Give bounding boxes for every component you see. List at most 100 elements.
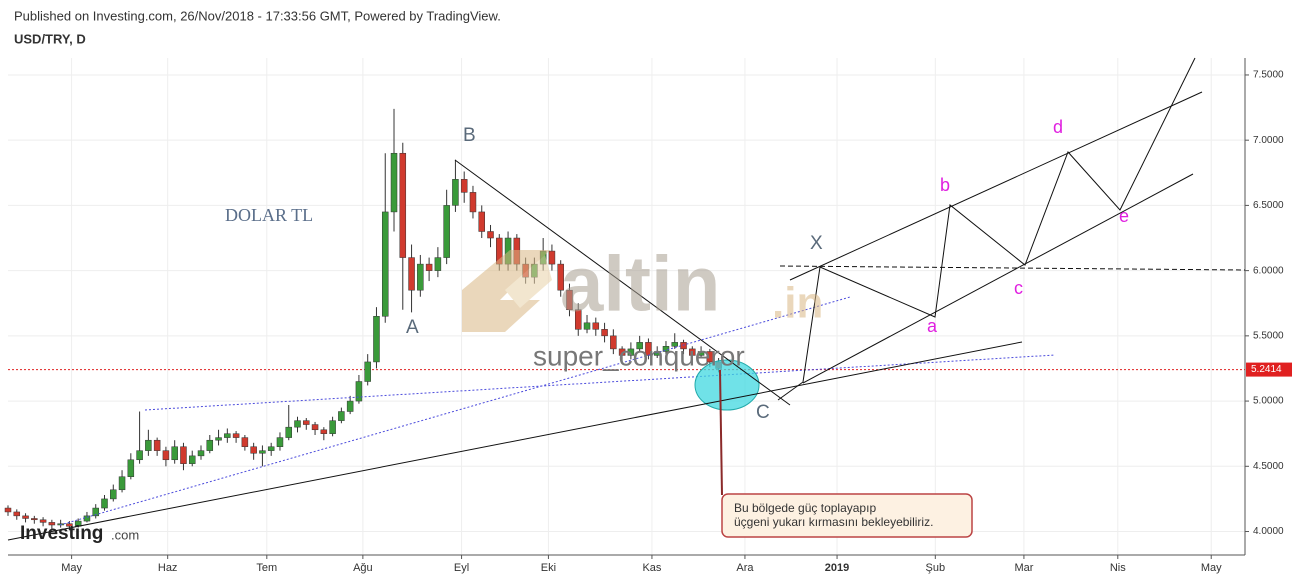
- candle-body: [92, 507, 99, 517]
- trendline: [454, 159, 791, 406]
- dotted-trendline: [59, 296, 851, 526]
- highlight-zone: [694, 359, 760, 411]
- candle-body: [460, 179, 468, 193]
- x-tick-label: Haz: [158, 562, 178, 574]
- candle-body: [574, 309, 582, 330]
- candle-body: [171, 446, 178, 461]
- channel-line: [789, 91, 1203, 281]
- candle-body: [83, 515, 91, 522]
- y-tick-label: 7.0000: [1253, 135, 1284, 146]
- x-tick-label: May: [61, 562, 82, 574]
- candle-body: [320, 429, 328, 434]
- candle-body: [610, 335, 617, 350]
- callout-pointer: [719, 369, 723, 496]
- candles: [4, 108, 722, 531]
- candle-body: [548, 250, 556, 265]
- candle-body: [180, 446, 187, 464]
- candle-body: [48, 522, 56, 526]
- candle-body: [267, 446, 275, 451]
- candle-body: [627, 348, 635, 356]
- watermark-icon: [505, 255, 552, 308]
- x-tick-label: May: [1201, 562, 1222, 574]
- candle-body: [101, 498, 108, 509]
- last-price-label: 5.2414: [1251, 364, 1282, 375]
- x-tick-label: 2019: [825, 562, 849, 574]
- candle-body: [478, 211, 485, 232]
- candle-body: [390, 152, 398, 213]
- candle-body: [31, 518, 38, 521]
- candle-body: [364, 361, 371, 382]
- candle-body: [232, 433, 240, 438]
- annotation: DOLAR TL: [225, 205, 313, 225]
- x-tick-label: Eyl: [454, 562, 469, 574]
- candle-body: [241, 437, 249, 447]
- candle-body: [346, 400, 354, 412]
- y-tick-label: 6.0000: [1253, 265, 1284, 276]
- candle-body: [136, 450, 143, 461]
- candle-body: [311, 424, 319, 431]
- wave-path: [802, 57, 1196, 383]
- candle-body: [250, 446, 257, 454]
- candle-body: [583, 322, 591, 330]
- channel-line: [802, 173, 1194, 384]
- candle-body: [110, 489, 117, 500]
- candle-body: [294, 420, 301, 428]
- candle-body: [671, 342, 679, 347]
- candle-body: [355, 381, 363, 402]
- x-tick-label: Nis: [1110, 562, 1126, 574]
- watermark-text: altin: [560, 240, 720, 328]
- candle-body: [66, 523, 73, 527]
- trendline: [777, 381, 804, 401]
- callout-text: üçgeni yukarı kırmasını bekleyebiliriz.: [734, 515, 933, 529]
- x-tick-label: Ara: [736, 562, 754, 574]
- x-tick-label: Eki: [541, 562, 556, 574]
- candle-body: [443, 205, 450, 258]
- annotation: X: [810, 233, 823, 254]
- candle-body: [13, 511, 21, 517]
- candle-body: [566, 289, 573, 311]
- candle-body: [338, 411, 345, 421]
- logo: Investing: [20, 523, 103, 544]
- x-tick-label: Kas: [642, 562, 661, 574]
- annotations: DOLAR TL A B C Xa b c d e: [225, 117, 1129, 423]
- x-tick-label: Mar: [1014, 562, 1033, 574]
- annotation: b: [940, 175, 950, 195]
- published-note: Published on Investing.com, 26/Nov/2018 …: [14, 8, 501, 23]
- candle-body: [408, 257, 415, 291]
- candle-body: [206, 439, 214, 451]
- annotation: d: [1053, 117, 1063, 137]
- grid: May Haz Tem Ağu Eyl Eki Kas Ara 2019 Şub Mar Nis May…: [8, 58, 1292, 574]
- y-tick-label: 5.5000: [1253, 330, 1284, 341]
- candle-body: [303, 420, 310, 425]
- annotation: A: [406, 317, 419, 338]
- annotation: e: [1119, 206, 1129, 226]
- candle-body: [22, 515, 29, 519]
- candle-body: [452, 179, 459, 206]
- candle-body: [215, 437, 222, 441]
- candle-body: [276, 437, 284, 447]
- candle-body: [197, 450, 205, 457]
- candle-body: [4, 507, 12, 513]
- y-tick-label: 4.5000: [1253, 461, 1284, 472]
- last-price-tag: [1246, 362, 1292, 377]
- logo: .com: [111, 527, 139, 542]
- symbol: USD/TRY, D: [14, 31, 86, 46]
- candle-body: [285, 426, 292, 438]
- candle-body: [118, 476, 126, 491]
- y-tick-label: 4.0000: [1253, 526, 1284, 537]
- candle-body: [381, 211, 389, 317]
- candle-body: [153, 439, 161, 451]
- candle-body: [469, 192, 477, 213]
- candle-body: [259, 450, 266, 454]
- candle-body: [39, 519, 47, 523]
- x-tick-label: Şub: [926, 562, 946, 574]
- watermark-logo: altin .in: [462, 240, 823, 332]
- candle-body: [162, 450, 170, 461]
- candle-body: [653, 351, 661, 356]
- candle-body: [417, 263, 424, 291]
- candle-body: [425, 263, 433, 271]
- candle-body: [329, 420, 336, 434]
- x-tick-label: Ağu: [353, 562, 373, 574]
